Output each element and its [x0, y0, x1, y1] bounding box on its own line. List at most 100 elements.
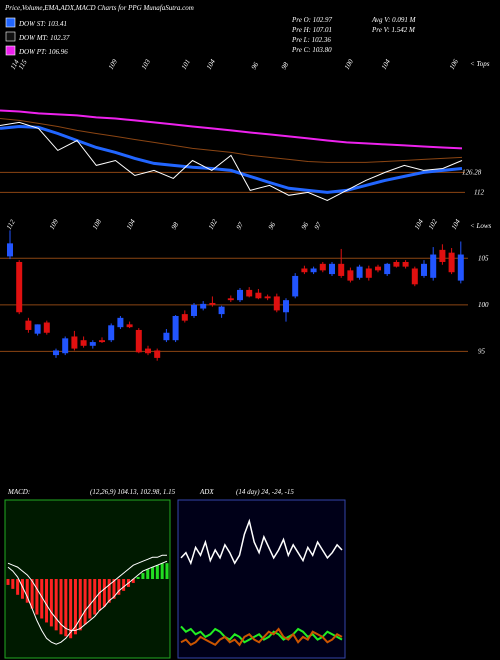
candle-body — [384, 263, 391, 275]
histogram-bar — [78, 579, 82, 631]
panel-title: ADX — [199, 488, 214, 496]
candle-body — [43, 322, 50, 333]
top-label: 98 — [280, 61, 291, 71]
histogram-bar — [165, 563, 169, 579]
candle-body — [402, 261, 409, 267]
histogram-bar — [35, 579, 39, 615]
candle-body — [347, 270, 354, 281]
candle-body — [7, 243, 13, 257]
info-text: Avg V: 0.091 M — [371, 16, 417, 24]
histogram-bar — [117, 579, 121, 595]
candle-body — [53, 350, 59, 356]
candle-body — [283, 300, 289, 313]
candle-body — [71, 336, 78, 349]
macd-line — [7, 554, 167, 645]
adx-line — [180, 627, 343, 647]
candle-body — [356, 266, 363, 278]
histogram-bar — [88, 579, 92, 619]
candle-body — [191, 304, 197, 316]
candle-body — [292, 275, 299, 297]
panel-params: (14 day) 24, -24, -15 — [236, 488, 294, 496]
candle-body — [209, 302, 216, 305]
info-text: Pre L: 102.36 — [291, 36, 331, 44]
candle-body — [329, 263, 335, 275]
candle-body — [273, 296, 280, 311]
histogram-bar — [25, 579, 29, 603]
panel-params: (12,26,9) 104.13, 102.98, 1.15 — [90, 488, 176, 496]
panel — [4, 499, 171, 659]
candle-body — [126, 324, 133, 328]
low-label: 96 — [267, 221, 278, 231]
panel-title: MACD: — [7, 488, 30, 496]
histogram-bar — [107, 579, 111, 603]
histogram-bar — [20, 579, 24, 599]
top-label: 96 — [250, 61, 261, 71]
candle-body — [80, 340, 87, 346]
low-label: 96 — [300, 221, 311, 231]
page-title: Price,Volume,EMA,ADX,MACD Charts for PPG… — [4, 4, 194, 12]
top-note: < Tops — [470, 60, 490, 68]
candle-body — [301, 268, 308, 273]
histogram-bar — [40, 579, 44, 619]
histogram-bar — [49, 579, 53, 627]
info-text: Pre O: 102.97 — [291, 16, 332, 24]
legend-label: DOW ST: 103.41 — [18, 20, 67, 28]
histogram-bar — [131, 579, 135, 583]
histogram-bar — [83, 579, 87, 625]
histogram-bar — [122, 579, 126, 591]
candle-body — [227, 298, 234, 301]
histogram-bar — [141, 573, 145, 579]
y-tick-label: 100 — [478, 301, 489, 309]
info-text: Pre V: 1.542 M — [371, 26, 416, 34]
candle-body — [200, 303, 207, 309]
legend-swatch — [5, 17, 16, 28]
series-line — [0, 109, 463, 150]
histogram-bar — [98, 579, 102, 611]
series-line — [0, 121, 463, 201]
histogram-bar — [54, 579, 58, 631]
candle-body — [89, 342, 96, 346]
candle-body — [172, 315, 179, 341]
low-note: < Lows — [470, 222, 492, 230]
low-label: 97 — [313, 221, 324, 231]
histogram-bar — [102, 579, 106, 607]
candle-body — [264, 296, 271, 299]
candle-body — [154, 350, 161, 358]
candle-body — [237, 289, 243, 301]
histogram-bar — [30, 579, 34, 609]
signal-line — [7, 560, 168, 631]
candle-body — [365, 268, 372, 278]
candle-body — [430, 254, 437, 278]
candle-body — [34, 324, 41, 334]
info-text: Pre H: 107.01 — [291, 26, 332, 34]
candle-body — [411, 268, 418, 285]
candle-body — [448, 252, 455, 273]
legend-swatch — [5, 45, 16, 56]
legend-label: DOW MT: 102.37 — [18, 34, 70, 42]
candle-body — [99, 340, 105, 343]
histogram-bar — [146, 569, 150, 579]
histogram-bar — [136, 577, 140, 579]
candle-body — [439, 249, 446, 262]
histogram-bar — [112, 579, 116, 599]
histogram-bar — [64, 579, 68, 637]
candle-body — [108, 325, 115, 341]
candle-body — [117, 317, 124, 328]
histogram-bar — [160, 563, 164, 579]
candle-body — [62, 338, 69, 354]
y-tick-label: 105 — [478, 254, 489, 262]
candle-body — [25, 320, 32, 330]
candle-body — [181, 314, 188, 321]
candle-body — [135, 329, 142, 353]
y-tick-label: 95 — [478, 347, 486, 355]
histogram-bar — [73, 579, 77, 635]
candle-body — [145, 348, 151, 354]
histogram-bar — [69, 579, 73, 639]
histogram-bar — [6, 579, 10, 585]
legend-swatch — [5, 31, 16, 42]
histogram-bar — [11, 579, 15, 589]
low-label: 98 — [170, 221, 181, 231]
histogram-bar — [93, 579, 97, 615]
